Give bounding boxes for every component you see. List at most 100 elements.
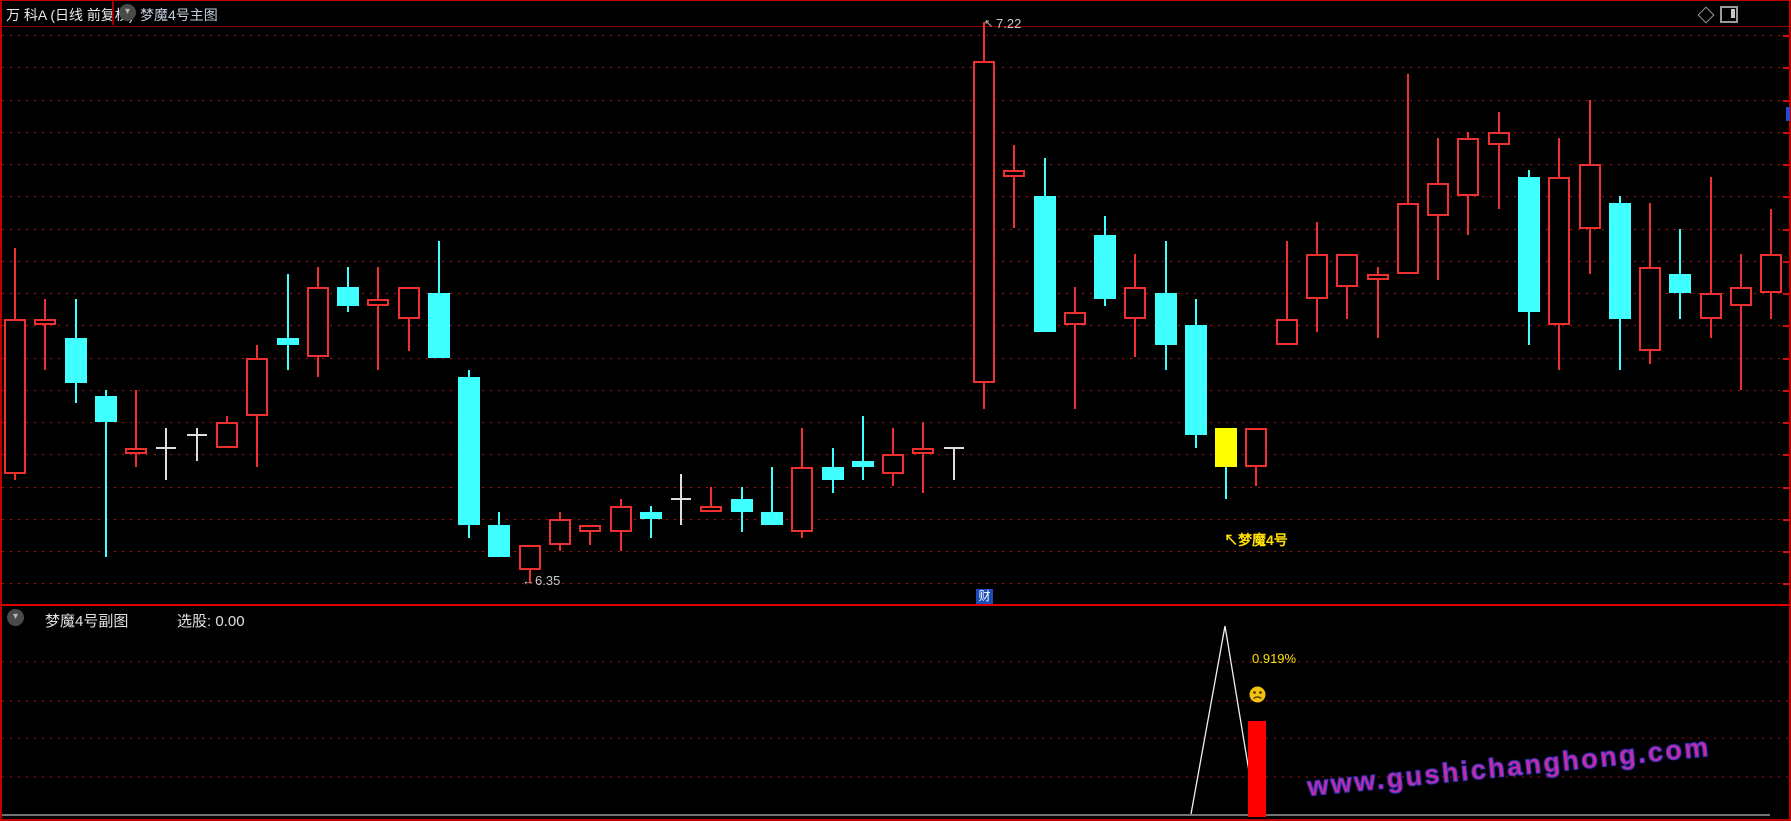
candle-body (1306, 254, 1329, 300)
candle-body (1336, 254, 1359, 287)
signal-arrow-icon: ↖ (1224, 532, 1238, 548)
candle-body (912, 447, 935, 455)
candle-body (1427, 183, 1450, 216)
candle-body (579, 525, 602, 532)
axis-tick (1783, 99, 1789, 102)
candle-wick (104, 389, 107, 558)
candle-body (427, 293, 450, 358)
main-indicator-label[interactable]: 梦魔4号主图 (140, 7, 218, 23)
title-separator (112, 1, 114, 25)
symbol-title[interactable]: 万 科A (日线 前复权) (6, 7, 134, 23)
candle-body (1457, 138, 1480, 197)
chevron-down-icon[interactable]: ▾ (7, 609, 24, 626)
gridline (2, 357, 1788, 359)
candle-wick (1739, 254, 1742, 390)
gridline (2, 293, 1788, 294)
doji-bar (671, 498, 692, 501)
sub-indicator-panel[interactable]: ▾ 梦魔4号副图 选股: 0.00 0.919% (0, 606, 1791, 819)
candle-body (1760, 254, 1783, 293)
candle-wick (286, 273, 289, 371)
left-border (0, 0, 2, 821)
axis-tick (1783, 325, 1789, 328)
percent-annotation: 0.919% (1252, 651, 1297, 666)
candle-wick (1406, 73, 1409, 274)
candle-wick (771, 467, 773, 526)
chevron-down-icon[interactable]: ▾ (119, 4, 136, 21)
candle-body (882, 454, 905, 474)
candle-wick (952, 447, 955, 481)
candle-body (1124, 286, 1147, 319)
candle-wick (195, 428, 198, 461)
top-border (0, 0, 1791, 1)
candle-body (1094, 234, 1117, 300)
candle-body (125, 447, 148, 455)
candle-body (215, 422, 238, 448)
restore-window-icon[interactable] (1720, 6, 1738, 23)
candle-wick (44, 299, 47, 371)
axis-tick (1783, 131, 1789, 134)
candle-wick (135, 389, 138, 468)
axis-tick (1783, 357, 1789, 360)
candle-wick (407, 286, 410, 352)
axis-tick (1783, 67, 1789, 70)
gridline (2, 422, 1788, 423)
candle-body (337, 286, 360, 306)
candle-body (1003, 170, 1026, 177)
candle-wick (1497, 112, 1500, 210)
candle-body (397, 286, 420, 319)
sub-indicator-value: 选股: 0.00 (177, 613, 245, 630)
axis-tick (1783, 260, 1789, 263)
gridline (2, 164, 1788, 165)
candle-wick (1013, 144, 1016, 229)
gridline (2, 131, 1788, 133)
candle-wick (589, 525, 592, 545)
axis-tick (1783, 389, 1789, 392)
candle-body (276, 338, 299, 345)
candle-wick (1709, 176, 1712, 339)
doji-bar (156, 446, 177, 449)
gridline (2, 389, 1788, 391)
axis-tick (1783, 228, 1789, 231)
bottom-border (0, 819, 1791, 821)
sub-indicator-name[interactable]: 梦魔4号副图 (45, 613, 129, 630)
gridline (2, 99, 1788, 101)
axis-tick (1783, 551, 1789, 553)
axis-tick (1783, 454, 1789, 457)
candle-body (1699, 293, 1722, 319)
candle-body (367, 299, 390, 306)
candle-body (458, 376, 481, 526)
candle-body (549, 518, 572, 545)
right-border (1789, 0, 1791, 821)
candle-body (1275, 318, 1298, 345)
candle-wick (1073, 286, 1076, 410)
candle-wick (649, 505, 652, 539)
candle-body (791, 467, 814, 532)
candle-wick (710, 486, 713, 513)
candle-body (1245, 428, 1268, 468)
diamond-icon[interactable] (1697, 6, 1715, 24)
high-annotation-arrow: ↖ (984, 18, 994, 30)
candle-body (1669, 273, 1692, 293)
topbar-separator (0, 26, 1791, 27)
signal-annotation: ↖梦魔4号 (1224, 532, 1288, 548)
axis-tick (1783, 293, 1789, 295)
candle-body (1487, 131, 1510, 145)
candle-body (1578, 164, 1601, 229)
candle-body (1518, 176, 1540, 313)
low-annotation: ←6.35 (522, 573, 561, 588)
main-candle-chart[interactable] (0, 22, 1791, 605)
doji-bar (943, 446, 964, 449)
gridline (2, 518, 1788, 520)
gridline (2, 260, 1788, 262)
candle-body (639, 512, 662, 519)
candle-wick (1285, 241, 1288, 345)
gridline (2, 551, 1788, 552)
candle-body (1396, 202, 1419, 274)
sad-face-icon (1249, 686, 1266, 703)
candle-body (761, 512, 783, 526)
candle-body (700, 505, 723, 513)
doji-bar (186, 433, 207, 436)
candle-body (488, 525, 511, 558)
candle-body (246, 357, 269, 416)
